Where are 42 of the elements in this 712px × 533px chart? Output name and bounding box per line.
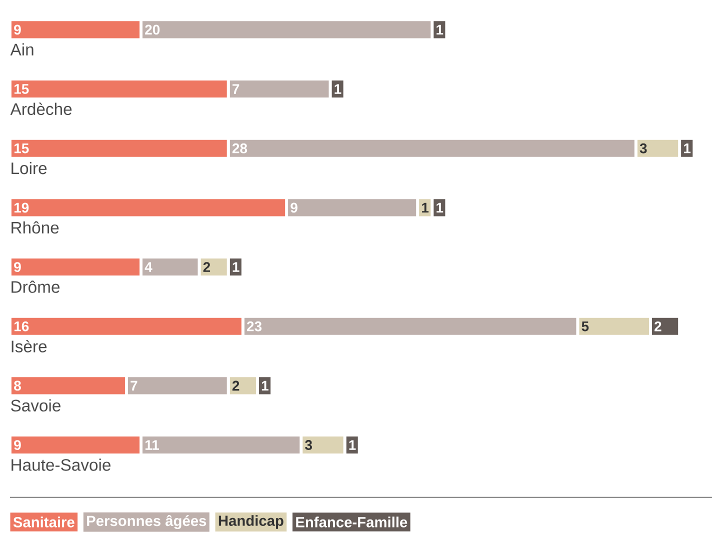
data-label: 23 <box>246 321 262 332</box>
data-label: 1 <box>436 202 444 212</box>
data-label: 9 <box>14 24 21 34</box>
data-label: 19 <box>14 202 29 212</box>
data-label: 15 <box>14 84 29 94</box>
data-label: 15 <box>14 143 29 154</box>
data-label: 7 <box>130 380 138 390</box>
data-label: 7 <box>232 84 240 94</box>
y-tick-label: Ain <box>10 43 34 56</box>
data-label: 4 <box>144 262 152 272</box>
text: Handicap <box>218 515 284 529</box>
data-label: 8 <box>14 380 21 390</box>
data-label: 1 <box>436 24 444 34</box>
data-label: 1 <box>349 440 356 450</box>
data-label: 3 <box>305 440 312 450</box>
data-label: 5 <box>582 321 589 332</box>
text: Personnes âgées <box>87 514 206 529</box>
y-tick-label: Haute-Savoie <box>12 458 110 471</box>
data-label: 1 <box>422 202 429 212</box>
data-label: 1 <box>232 262 240 272</box>
data-label: 2 <box>232 380 240 390</box>
data-label: 2 <box>203 262 210 272</box>
data-label: 20 <box>145 24 160 34</box>
y-tick-label: Rhône <box>12 221 59 234</box>
data-label: 11 <box>145 440 159 450</box>
y-tick-label: Ardèche <box>10 102 72 115</box>
text: Enfance-Famille <box>296 516 408 528</box>
data-label: 2 <box>654 321 662 332</box>
data-label: 9 <box>14 440 21 450</box>
y-tick-label: Loire <box>12 162 47 174</box>
data-label: 16 <box>14 321 29 332</box>
y-tick-label: Savoie <box>11 399 60 412</box>
data-label: 1 <box>334 84 342 94</box>
data-label: 9 <box>14 262 21 272</box>
y-tick-label: Isère <box>12 340 47 352</box>
data-label: 1 <box>684 143 691 153</box>
data-label: 3 <box>640 143 647 154</box>
data-label: 1 <box>262 380 268 390</box>
y-tick-label: Drôme <box>12 280 60 293</box>
text: Sanitaire <box>13 516 74 528</box>
data-label: 9 <box>290 202 298 212</box>
data-label: 28 <box>232 143 248 154</box>
